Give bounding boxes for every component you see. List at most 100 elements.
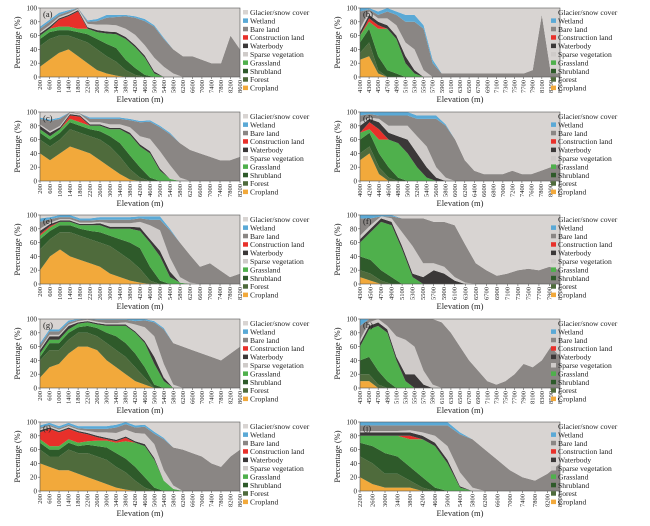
x-tick-label: 6600 bbox=[495, 494, 502, 507]
legend-item: Sparse vegetation bbox=[250, 257, 304, 266]
area-cropland bbox=[40, 463, 240, 491]
y-tick-label: 80 bbox=[350, 225, 358, 233]
legend-swatch bbox=[551, 233, 556, 239]
x-tick-label: 8100 bbox=[557, 287, 564, 300]
legend-swatch bbox=[243, 363, 248, 368]
x-tick-label: 2600 bbox=[97, 184, 104, 197]
x-tick-label: 6900 bbox=[494, 287, 501, 300]
x-tick-label: 1800 bbox=[75, 494, 82, 507]
legend-swatch bbox=[551, 189, 556, 195]
legend-swatch bbox=[243, 449, 248, 454]
legend-item: Bare land bbox=[250, 129, 280, 138]
legend-swatch bbox=[551, 259, 556, 264]
legend-swatch bbox=[551, 26, 556, 32]
legend-item: Wetland bbox=[250, 327, 275, 336]
y-tick-label: 40 bbox=[350, 460, 358, 468]
y-tick-label: 20 bbox=[30, 164, 38, 172]
x-tick-label: 5700 bbox=[421, 391, 428, 404]
legend-swatch bbox=[551, 147, 556, 153]
x-axis-label: Elevation (m) bbox=[117, 94, 164, 104]
legend-item: Cropland bbox=[250, 188, 278, 197]
area-sparse-vegetation bbox=[360, 11, 560, 77]
x-axis-label: Elevation (m) bbox=[117, 301, 164, 311]
x-tick-label: 7500 bbox=[502, 391, 509, 404]
x-tick-label: 2200 bbox=[85, 391, 92, 404]
legend-swatch bbox=[551, 60, 556, 65]
panel-label: (d) bbox=[363, 113, 373, 123]
legend-swatch bbox=[551, 225, 556, 230]
legend-item: Glacier/snow cover bbox=[558, 112, 618, 121]
legend-swatch bbox=[243, 85, 248, 91]
legend-item: Shrubland bbox=[250, 67, 281, 76]
x-tick-label: 7400 bbox=[217, 184, 224, 197]
legend-item: Waterbody bbox=[558, 146, 591, 155]
y-tick-label: 0 bbox=[34, 74, 38, 82]
x-tick-label: 3800 bbox=[123, 391, 130, 404]
legend-item: Glacier/snow cover bbox=[558, 422, 618, 431]
legend-swatch bbox=[243, 60, 248, 65]
x-tick-label: 6200 bbox=[180, 391, 187, 404]
x-tick-label: 1400 bbox=[66, 391, 73, 404]
legend-swatch bbox=[551, 363, 556, 368]
x-tick-label: 4900 bbox=[384, 391, 391, 404]
x-tick-label: 3000 bbox=[107, 287, 114, 300]
x-tick-label: 3800 bbox=[123, 80, 130, 93]
area-bare-land bbox=[40, 112, 240, 181]
y-tick-label: 20 bbox=[30, 267, 38, 275]
area-glacier-snow-cover bbox=[40, 112, 240, 161]
legend-item: Bare land bbox=[558, 232, 588, 241]
x-tick-label: 200 bbox=[37, 287, 44, 297]
x-tick-label: 6600 bbox=[481, 184, 488, 197]
x-tick-label: 4700 bbox=[378, 287, 385, 300]
x-tick-label: 600 bbox=[47, 184, 54, 194]
x-tick-label: 1800 bbox=[75, 80, 82, 93]
y-tick-label: 40 bbox=[350, 253, 358, 261]
legend-item: Wetland bbox=[250, 16, 275, 25]
area-shrubland bbox=[360, 356, 560, 388]
x-tick-label: 5100 bbox=[402, 80, 409, 93]
x-tick-label: 7000 bbox=[500, 184, 507, 197]
x-tick-label: 7200 bbox=[509, 184, 516, 197]
x-tick-label: 6200 bbox=[187, 184, 194, 197]
legend-item: Wetland bbox=[558, 120, 583, 129]
x-tick-label: 7400 bbox=[208, 80, 215, 93]
x-tick-label: 4200 bbox=[132, 494, 139, 507]
legend-swatch bbox=[551, 424, 556, 429]
area-grassland bbox=[40, 118, 240, 181]
plot-frame bbox=[359, 214, 561, 285]
legend-item: Glacier/snow cover bbox=[250, 422, 310, 431]
x-tick-label: 8600 bbox=[237, 494, 244, 507]
area-shrubland bbox=[40, 225, 240, 284]
area-glacier-snow-cover bbox=[360, 422, 560, 481]
legend-swatch bbox=[243, 147, 248, 153]
x-tick-label: 6600 bbox=[189, 494, 196, 507]
legend-item: Cropland bbox=[558, 395, 586, 404]
legend-swatch bbox=[551, 181, 556, 186]
legend-swatch bbox=[243, 18, 248, 23]
legend-item: Waterbody bbox=[558, 249, 591, 258]
legend-swatch bbox=[551, 449, 556, 454]
area-grassland bbox=[360, 129, 560, 181]
panel-label: (b) bbox=[363, 9, 373, 19]
x-tick-label: 200 bbox=[37, 391, 44, 401]
legend-item: Sparse vegetation bbox=[558, 257, 612, 266]
area-glacier-snow-cover bbox=[360, 8, 560, 74]
legend-swatch bbox=[551, 18, 556, 23]
legend-swatch bbox=[243, 292, 248, 298]
x-tick-label: 5400 bbox=[457, 494, 464, 507]
legend-item: Wetland bbox=[250, 223, 275, 232]
x-tick-label: 4900 bbox=[389, 287, 396, 300]
legend-swatch bbox=[551, 499, 556, 505]
legend-item: Sparse vegetation bbox=[558, 50, 612, 59]
legend-swatch bbox=[551, 482, 556, 488]
area-grassland bbox=[40, 221, 240, 284]
x-tick-label: 1000 bbox=[57, 184, 64, 197]
x-tick-label: 5000 bbox=[157, 184, 164, 197]
legend-swatch bbox=[243, 396, 248, 402]
legend-swatch bbox=[551, 371, 556, 376]
area-forest bbox=[360, 374, 560, 388]
x-tick-label: 7000 bbox=[507, 494, 514, 507]
legend-swatch bbox=[551, 329, 556, 334]
x-tick-label: 8200 bbox=[237, 287, 244, 300]
x-tick-label: 7300 bbox=[502, 80, 509, 93]
